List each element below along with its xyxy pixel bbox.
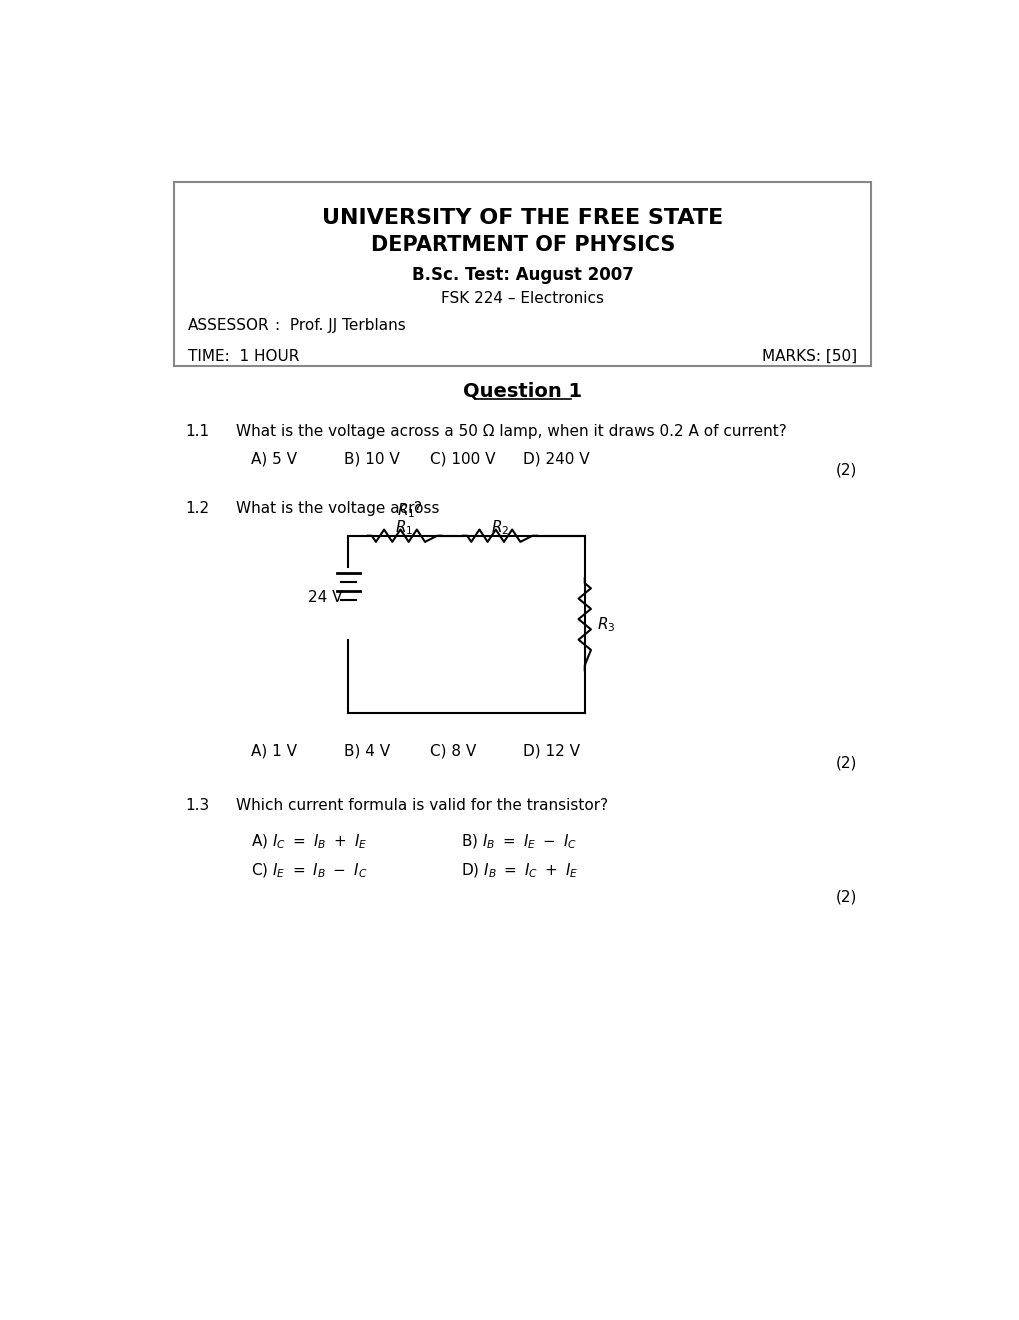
Text: Which current formula is valid for the transistor?: Which current formula is valid for the t… [235, 797, 607, 813]
Text: 1.3: 1.3 [185, 797, 210, 813]
Text: $R_3$: $R_3$ [596, 615, 615, 634]
Text: C) 8 V: C) 8 V [429, 743, 476, 759]
Text: $R_2$: $R_2$ [490, 519, 508, 537]
Text: 1.2: 1.2 [185, 502, 210, 516]
Text: Question 1: Question 1 [463, 381, 582, 401]
Text: D) 240 V: D) 240 V [522, 451, 589, 466]
FancyBboxPatch shape [174, 182, 870, 367]
Text: B) 10 V: B) 10 V [344, 451, 399, 466]
Text: What is the voltage across: What is the voltage across [235, 502, 444, 516]
Text: 1.1: 1.1 [185, 424, 210, 440]
Text: (2): (2) [836, 755, 857, 770]
Text: What is the voltage across a 50 Ω lamp, when it draws 0.2 A of current?: What is the voltage across a 50 Ω lamp, … [235, 424, 786, 440]
Text: (2): (2) [836, 462, 857, 478]
Text: B.Sc. Test: August 2007: B.Sc. Test: August 2007 [412, 267, 633, 284]
Text: B) $I_B\ =\ I_E\ -\ I_C$: B) $I_B\ =\ I_E\ -\ I_C$ [461, 832, 577, 850]
Text: A) 1 V: A) 1 V [252, 743, 298, 759]
Text: A) 5 V: A) 5 V [252, 451, 298, 466]
Text: :  Prof. JJ Terblans: : Prof. JJ Terblans [274, 318, 406, 333]
Text: 24 V: 24 V [308, 590, 342, 605]
Text: ?: ? [414, 502, 422, 516]
Text: MARKS: [50]: MARKS: [50] [761, 348, 857, 363]
Text: B) 4 V: B) 4 V [344, 743, 390, 759]
Text: C) 100 V: C) 100 V [429, 451, 495, 466]
Text: FSK 224 – Electronics: FSK 224 – Electronics [441, 290, 603, 306]
Text: D) $I_B\ =\ I_C\ +\ I_E$: D) $I_B\ =\ I_C\ +\ I_E$ [461, 862, 578, 880]
Text: (2): (2) [836, 890, 857, 906]
Text: C) $I_E\ =\ I_B\ -\ I_C$: C) $I_E\ =\ I_B\ -\ I_C$ [252, 862, 368, 880]
Text: ASSESSOR: ASSESSOR [187, 318, 269, 333]
Text: UNIVERSITY OF THE FREE STATE: UNIVERSITY OF THE FREE STATE [322, 209, 722, 228]
Text: TIME:  1 HOUR: TIME: 1 HOUR [187, 348, 299, 363]
Text: $R_1$: $R_1$ [396, 502, 415, 520]
Text: A) $I_C\ =\ I_B\ +\ I_E$: A) $I_C\ =\ I_B\ +\ I_E$ [252, 832, 368, 850]
Text: $R_1$: $R_1$ [395, 519, 414, 537]
Text: D) 12 V: D) 12 V [522, 743, 579, 759]
Text: DEPARTMENT OF PHYSICS: DEPARTMENT OF PHYSICS [370, 235, 675, 255]
